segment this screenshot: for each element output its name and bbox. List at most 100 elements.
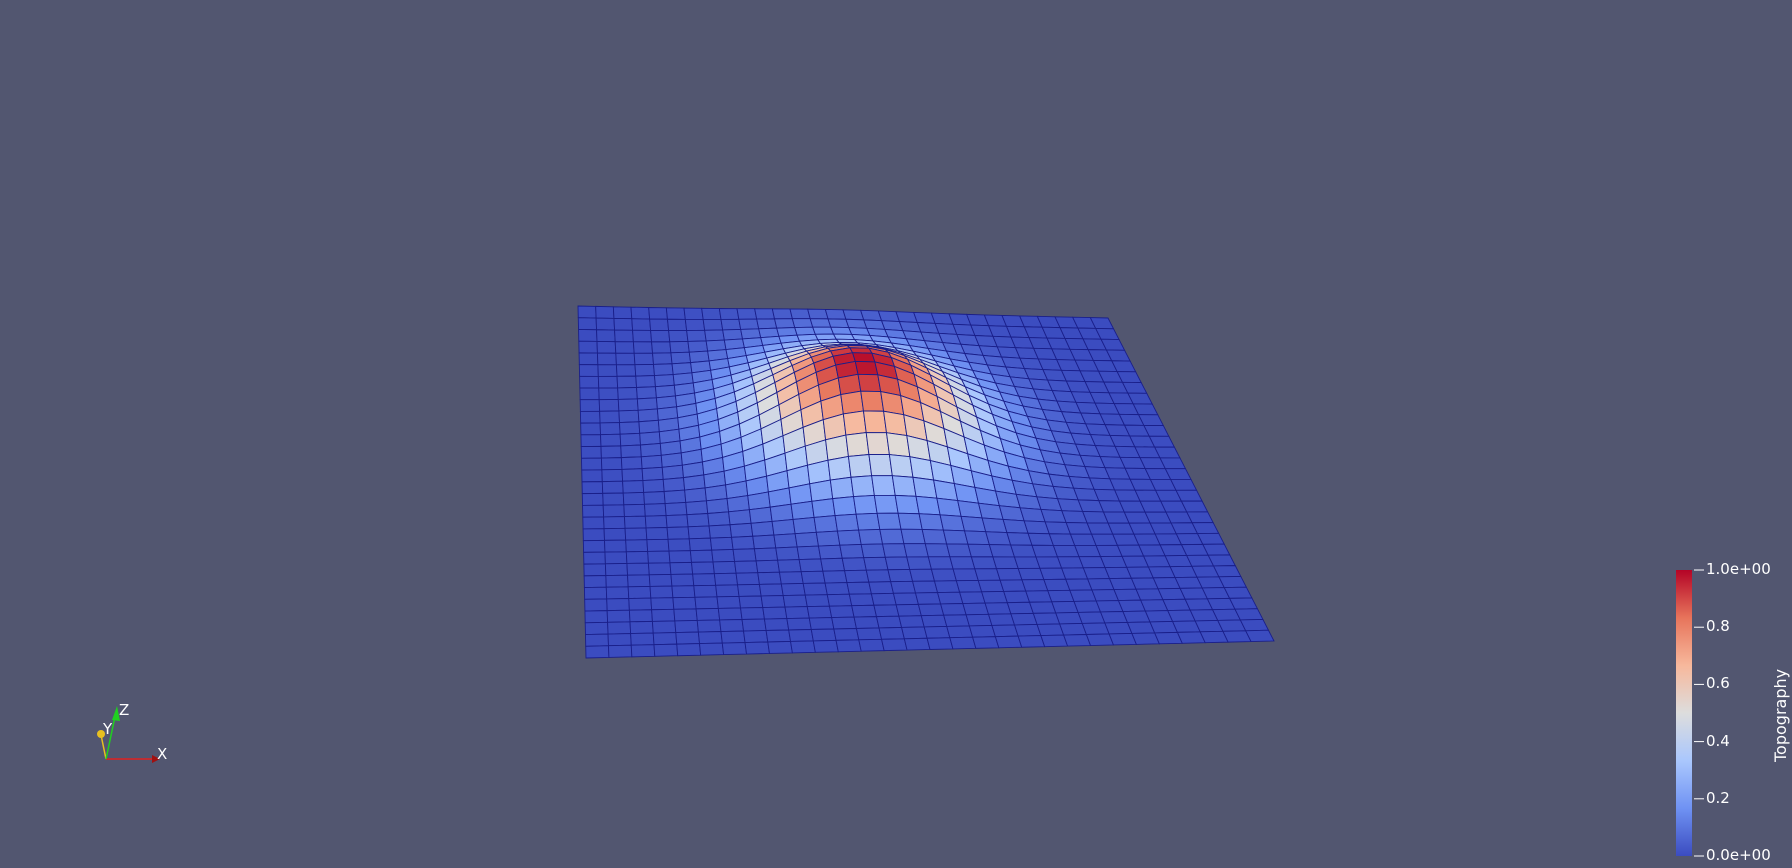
mesh-cell bbox=[897, 512, 923, 530]
mesh-cell bbox=[629, 620, 654, 634]
mesh-cell bbox=[667, 538, 691, 552]
mesh-cell bbox=[583, 575, 607, 589]
mesh-cell bbox=[644, 503, 667, 517]
mesh-cell bbox=[972, 636, 1000, 649]
mesh-cell bbox=[855, 512, 881, 531]
colorbar-tick-label: 0.4 bbox=[1706, 731, 1730, 750]
orientation-axes bbox=[97, 706, 160, 763]
mesh-cell bbox=[786, 617, 812, 631]
mesh-cell bbox=[615, 364, 637, 377]
mesh-cell bbox=[915, 495, 941, 516]
mesh-cell bbox=[599, 422, 621, 436]
mesh-cell bbox=[578, 340, 598, 354]
mesh-cell bbox=[604, 551, 628, 565]
mesh-cell bbox=[701, 307, 722, 320]
mesh-cell bbox=[835, 639, 862, 653]
mesh-cell bbox=[754, 308, 776, 320]
mesh-cell bbox=[860, 390, 885, 412]
mesh-cell bbox=[743, 630, 769, 643]
mesh-cell bbox=[862, 410, 888, 434]
mesh-cell bbox=[636, 386, 657, 400]
mesh-cell bbox=[712, 560, 737, 575]
mesh-cell bbox=[771, 308, 793, 320]
mesh-cell bbox=[639, 431, 661, 446]
colorbar-title: Topography bbox=[1771, 668, 1790, 762]
mesh-cell bbox=[909, 568, 936, 582]
mesh-cell bbox=[697, 631, 723, 645]
mesh-cell bbox=[622, 491, 645, 506]
mesh-cell bbox=[691, 561, 715, 575]
mesh-cell bbox=[999, 579, 1027, 592]
mesh-cell bbox=[582, 539, 606, 553]
mesh-cell bbox=[650, 330, 671, 343]
mesh-cell bbox=[603, 527, 627, 541]
y-axis-label: Y bbox=[103, 720, 113, 738]
mesh-cell bbox=[1017, 567, 1045, 581]
mesh-cell bbox=[836, 529, 862, 546]
mesh-cell bbox=[704, 484, 728, 502]
mesh-cell bbox=[767, 640, 793, 654]
mesh-cell bbox=[584, 598, 608, 612]
mesh-cell bbox=[653, 363, 674, 377]
mesh-cell bbox=[685, 500, 709, 516]
mesh-cell bbox=[991, 624, 1019, 638]
mesh-cell bbox=[605, 586, 630, 600]
mesh-cell bbox=[670, 351, 692, 365]
mesh-cell bbox=[798, 558, 824, 573]
mesh-cell bbox=[601, 480, 624, 494]
mesh-cell bbox=[822, 570, 848, 584]
mesh-cell bbox=[903, 637, 931, 651]
mesh-cell bbox=[891, 475, 917, 497]
mesh-cell bbox=[898, 615, 925, 628]
mesh-cell bbox=[705, 498, 730, 514]
z-axis-label: Z bbox=[119, 701, 130, 719]
mesh-cell bbox=[645, 527, 669, 541]
mesh-cell bbox=[669, 561, 694, 575]
mesh-cell bbox=[873, 604, 900, 618]
mesh-cell bbox=[977, 579, 1005, 593]
mesh-cell bbox=[607, 621, 632, 635]
mesh-cell bbox=[1003, 590, 1031, 604]
mesh-cell bbox=[577, 305, 597, 319]
mesh-cell bbox=[853, 616, 880, 629]
mesh-cell bbox=[844, 569, 870, 584]
mesh-cell bbox=[756, 318, 778, 330]
mesh-cell bbox=[686, 513, 710, 528]
mesh-cell bbox=[652, 352, 673, 365]
mesh-cell bbox=[860, 543, 886, 559]
mesh-cell bbox=[683, 307, 704, 320]
z-axis-head bbox=[112, 706, 120, 721]
mesh-cell bbox=[868, 581, 895, 595]
x-axis-head bbox=[152, 755, 160, 763]
mesh-cell bbox=[651, 341, 672, 354]
mesh-cell bbox=[809, 318, 832, 328]
mesh-cell bbox=[757, 571, 782, 585]
mesh-cell bbox=[734, 560, 759, 574]
mesh-cell bbox=[750, 520, 775, 537]
mesh-cell bbox=[598, 387, 619, 401]
mesh-cell bbox=[1202, 543, 1231, 556]
mesh-cell bbox=[661, 464, 684, 480]
mesh-cell bbox=[855, 627, 883, 641]
mesh-cell bbox=[580, 422, 601, 436]
mesh-cell bbox=[981, 591, 1008, 604]
mesh-cell bbox=[614, 341, 635, 354]
mesh-cell bbox=[581, 469, 603, 483]
mesh-cell bbox=[842, 410, 867, 436]
mesh-cell bbox=[668, 330, 689, 343]
mesh-cell bbox=[765, 629, 792, 643]
mesh-cell bbox=[626, 562, 650, 576]
mesh-cell bbox=[615, 352, 636, 366]
mesh-cell bbox=[758, 583, 784, 597]
mesh-cell bbox=[603, 516, 626, 530]
mesh-cell bbox=[628, 597, 653, 611]
mesh-cell bbox=[687, 525, 711, 540]
mesh-cell bbox=[930, 568, 957, 582]
mesh-cell bbox=[668, 550, 693, 564]
colorbar-tick-label: 1.0e+00 bbox=[1706, 560, 1771, 578]
mesh-cell bbox=[704, 329, 725, 342]
mesh-cell bbox=[755, 559, 780, 574]
mesh-cell bbox=[633, 352, 655, 366]
